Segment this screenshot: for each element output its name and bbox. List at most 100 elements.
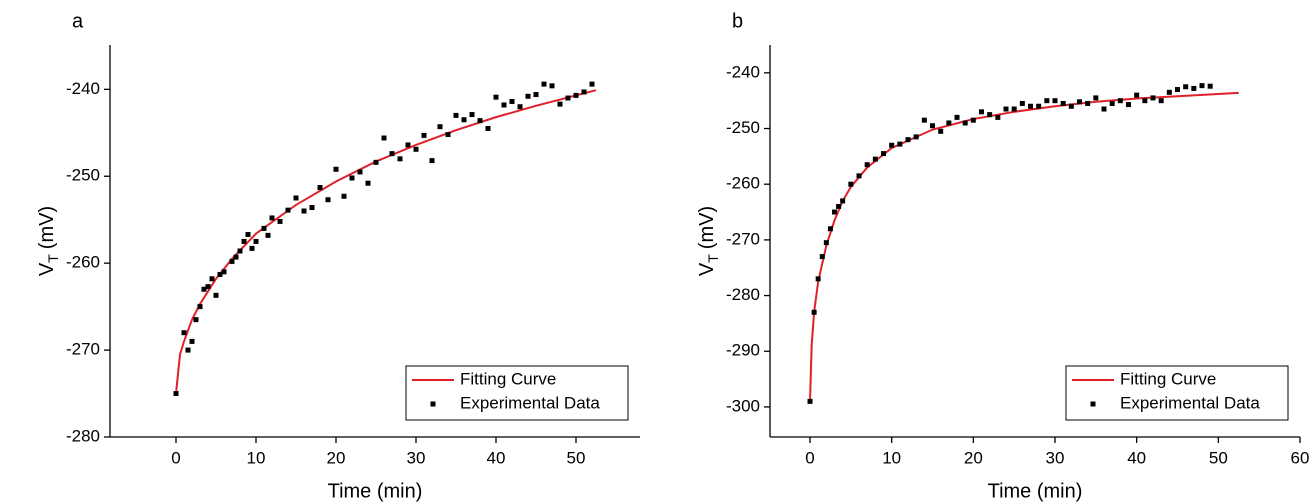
data-point: [233, 254, 239, 260]
data-point: [1191, 85, 1197, 91]
data-point: [237, 248, 243, 254]
y-label-symbol: V: [696, 262, 718, 276]
data-point: [317, 185, 323, 191]
data-point: [269, 215, 275, 221]
data-point: [987, 112, 993, 118]
panel-label: b: [732, 10, 743, 32]
data-point: [501, 102, 507, 108]
data-point: [872, 156, 878, 162]
data-point: [193, 317, 199, 323]
data-point: [954, 114, 960, 120]
data-point: [970, 117, 976, 123]
data-point: [477, 118, 483, 124]
data-point: [807, 398, 813, 404]
x-tick-label: 10: [882, 448, 901, 467]
y-tick-label: -280: [726, 285, 760, 304]
data-point: [827, 226, 833, 232]
data-point: [1036, 103, 1042, 109]
x-tick-label: 60: [1291, 448, 1310, 467]
y-tick-label: -240: [726, 62, 760, 81]
data-point: [913, 134, 919, 140]
legend-box: [405, 365, 629, 421]
x-tick-label: 0: [805, 448, 814, 467]
data-point: [962, 120, 968, 126]
x-tick-label: 20: [964, 448, 983, 467]
data-point: [905, 137, 911, 143]
data-point: [1175, 87, 1181, 93]
data-point: [1109, 100, 1115, 106]
y-tick-label: -300: [726, 396, 760, 415]
x-axis-label: Time (min): [328, 480, 423, 502]
data-point: [429, 158, 435, 164]
data-point: [541, 81, 547, 87]
data-point: [1158, 98, 1164, 104]
data-point: [517, 104, 523, 110]
y-tick-label: -290: [726, 341, 760, 360]
data-point: [557, 101, 563, 107]
data-point: [445, 132, 451, 138]
data-point: [421, 132, 427, 138]
data-point: [1207, 83, 1213, 89]
data-point: [938, 128, 944, 134]
data-point: [217, 271, 223, 277]
data-point: [1150, 95, 1156, 101]
data-point: [381, 135, 387, 141]
data-point: [811, 309, 817, 315]
data-point: [209, 276, 215, 282]
data-point: [1093, 95, 1099, 101]
data-point: [848, 181, 854, 187]
data-point: [995, 114, 1001, 120]
data-point: [349, 175, 355, 181]
x-tick-label: 20: [327, 448, 346, 467]
y-tick-label: -270: [66, 340, 100, 359]
data-point: [285, 207, 291, 213]
data-point: [245, 231, 251, 237]
y-label-unit: (mV): [36, 206, 58, 249]
legend-label: Fitting Curve: [1120, 369, 1216, 388]
x-axis-label: Time (min): [988, 480, 1083, 502]
data-point: [185, 347, 191, 353]
data-point: [979, 109, 985, 115]
data-point: [864, 162, 870, 168]
data-point: [509, 98, 515, 104]
data-point: [309, 205, 315, 211]
data-point: [469, 112, 475, 118]
x-tick-label: 50: [567, 448, 586, 467]
data-point: [1019, 100, 1025, 106]
data-point: [1183, 84, 1189, 90]
data-point: [1052, 98, 1058, 104]
data-point: [832, 209, 838, 215]
data-point: [357, 169, 363, 175]
data-point: [549, 83, 555, 89]
data-point: [229, 258, 235, 264]
data-point: [1011, 106, 1017, 112]
data-point: [373, 159, 379, 165]
data-point: [1085, 100, 1091, 106]
data-point: [525, 93, 531, 99]
data-point: [181, 330, 187, 336]
data-point: [261, 225, 267, 231]
y-label-symbol: V: [36, 262, 58, 276]
data-point: [1068, 103, 1074, 109]
data-point: [189, 338, 195, 344]
legend-label: Experimental Data: [460, 393, 600, 412]
data-point: [897, 141, 903, 147]
data-point: [205, 284, 211, 290]
panel-label: a: [72, 10, 84, 32]
y-axis-label: VT (mV): [696, 206, 720, 276]
data-point: [921, 117, 927, 123]
data-point: [1101, 106, 1107, 112]
legend-marker: [1090, 401, 1096, 407]
x-tick-label: 40: [487, 448, 506, 467]
data-point: [819, 254, 825, 260]
legend-label: Fitting Curve: [460, 369, 556, 388]
data-point: [437, 124, 443, 130]
data-point: [389, 151, 395, 157]
y-axis-label: VT (mV): [36, 206, 60, 276]
data-point: [301, 208, 307, 214]
fit-line: [175, 89, 597, 394]
data-point: [533, 92, 539, 98]
data-point: [1044, 98, 1050, 104]
data-point: [856, 173, 862, 179]
